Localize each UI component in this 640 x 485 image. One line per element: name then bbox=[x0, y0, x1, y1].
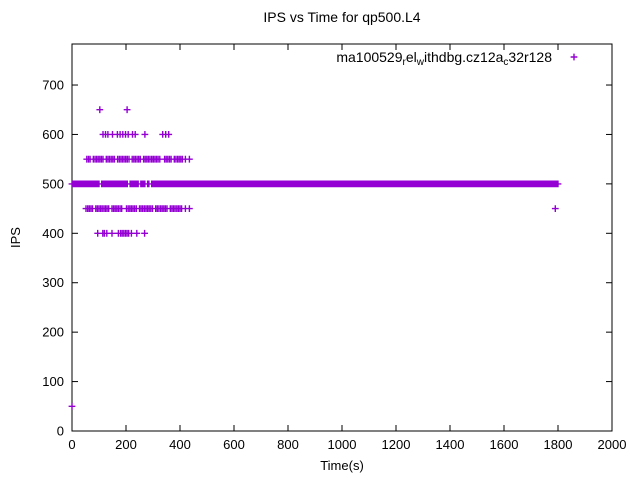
y-tick-label: 600 bbox=[42, 127, 64, 142]
x-tick-label: 800 bbox=[277, 437, 299, 452]
scatter-markers bbox=[68, 106, 562, 410]
x-tick-label: 600 bbox=[223, 437, 245, 452]
x-axis-label: Time(s) bbox=[320, 458, 364, 473]
x-tick-label: 1200 bbox=[382, 437, 411, 452]
y-tick-label: 300 bbox=[42, 275, 64, 290]
legend-label: ma100529relwithdbg.cz12ac32r128 bbox=[336, 49, 552, 68]
y-tick-label: 500 bbox=[42, 176, 64, 191]
y-tick-label: 0 bbox=[57, 424, 64, 439]
x-tick-label: 1800 bbox=[544, 437, 573, 452]
x-tick-label: 1400 bbox=[436, 437, 465, 452]
y-tick-label: 200 bbox=[42, 325, 64, 340]
y-tick-label: 400 bbox=[42, 226, 64, 241]
x-tick-label: 0 bbox=[68, 437, 75, 452]
legend-marker-icon bbox=[570, 53, 578, 61]
y-tick-label: 700 bbox=[42, 78, 64, 93]
x-tick-label: 2000 bbox=[598, 437, 627, 452]
x-tick-label: 400 bbox=[169, 437, 191, 452]
x-tick-label: 1000 bbox=[328, 437, 357, 452]
x-tick-label: 1600 bbox=[490, 437, 519, 452]
chart-title: IPS vs Time for qp500.L4 bbox=[263, 9, 420, 25]
y-axis-label: IPS bbox=[8, 227, 23, 248]
y-tick-label: 100 bbox=[42, 374, 64, 389]
x-tick-label: 200 bbox=[115, 437, 137, 452]
